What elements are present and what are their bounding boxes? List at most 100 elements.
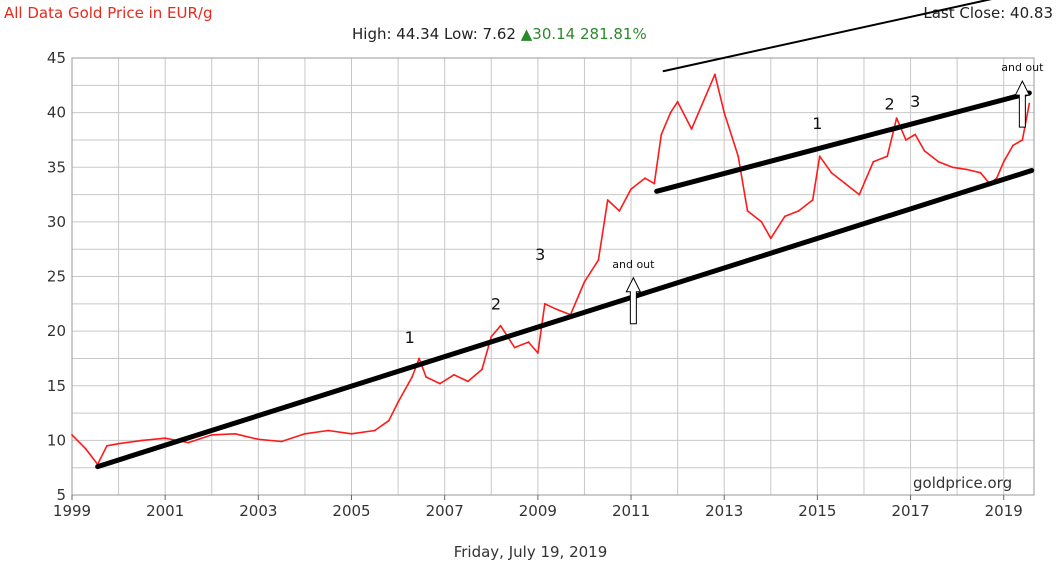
wave-label: 3 xyxy=(910,92,920,111)
change-text: ▲30.14 281.81% xyxy=(520,25,647,43)
price-point xyxy=(425,376,427,378)
price-point xyxy=(1021,139,1024,141)
price-point xyxy=(858,193,861,196)
price-point xyxy=(536,352,539,354)
wave-label: 2 xyxy=(491,294,501,313)
price-point xyxy=(965,168,968,171)
last-close-value: Last Close: 40.83 xyxy=(923,4,1053,22)
price-point xyxy=(644,177,646,180)
x-axis: 1999 2001 2003 2005 2007 2009 2011 2013 2015 2017… xyxy=(53,495,1023,520)
price-point xyxy=(187,441,190,444)
price-point xyxy=(555,308,558,311)
chart-date: Friday, July 19, 2019 xyxy=(453,543,608,561)
price-point xyxy=(1028,102,1031,105)
price-point xyxy=(606,199,609,201)
price-point xyxy=(234,432,236,435)
price-point xyxy=(280,440,283,443)
price-point xyxy=(737,155,740,158)
price-point xyxy=(995,177,998,180)
grid xyxy=(71,57,1035,496)
price-point xyxy=(490,335,493,338)
watermark: goldprice.org xyxy=(913,474,1013,492)
y-tick-label: 5 xyxy=(56,486,66,504)
y-tick-label: 30 xyxy=(47,213,66,231)
annotation-label: and out xyxy=(1001,61,1044,74)
up-arrow-icon xyxy=(625,276,642,325)
price-point xyxy=(418,357,420,360)
price-point xyxy=(164,437,167,440)
chart-title: All Data Gold Price in EUR/g xyxy=(4,4,213,22)
x-tick-label: 2005 xyxy=(332,502,370,520)
x-tick-label: 2011 xyxy=(612,502,650,520)
x-tick-label: 2001 xyxy=(146,502,184,520)
price-point xyxy=(904,139,907,141)
price-point xyxy=(713,73,716,76)
high-low-text: High: 44.34 Low: 7.62 xyxy=(352,25,516,43)
price-point xyxy=(71,434,73,436)
y-tick-label: 40 xyxy=(47,104,66,122)
trendline xyxy=(95,168,1035,470)
price-point xyxy=(653,182,656,185)
price-point xyxy=(723,111,726,114)
price-point xyxy=(660,133,663,136)
annotation-label: and out xyxy=(612,258,655,271)
price-point xyxy=(914,133,917,136)
wave-label: 1 xyxy=(405,328,415,347)
price-point xyxy=(499,324,502,327)
x-tick-label: 2013 xyxy=(705,502,743,520)
wave-label: 2 xyxy=(884,94,894,113)
price-point xyxy=(373,429,376,432)
price-point xyxy=(783,215,786,218)
y-tick-label: 20 xyxy=(47,322,66,340)
y-tick-label: 35 xyxy=(47,158,66,176)
price-point xyxy=(760,220,763,223)
x-tick-label: 2017 xyxy=(891,502,929,520)
price-point xyxy=(543,302,546,305)
price-point xyxy=(387,419,390,422)
x-tick-label: 2007 xyxy=(426,502,464,520)
high-low-summary: High: 44.34 Low: 7.62 ▲30.14 281.81% xyxy=(352,25,647,43)
price-point xyxy=(630,188,632,191)
x-tick-label: 2015 xyxy=(798,502,836,520)
price-point xyxy=(872,160,875,163)
price-line xyxy=(71,73,1031,466)
price-point xyxy=(811,199,814,201)
y-tick-label: 10 xyxy=(47,431,66,449)
price-point xyxy=(818,155,821,158)
price-point xyxy=(746,210,749,212)
trendline xyxy=(654,90,1032,194)
price-point xyxy=(397,401,400,404)
plot-frame xyxy=(71,57,1035,496)
price-point xyxy=(597,259,600,262)
x-tick-label: 2019 xyxy=(985,502,1023,520)
price-point xyxy=(453,373,455,376)
trendline xyxy=(662,0,992,73)
y-tick-label: 15 xyxy=(47,377,66,395)
price-point xyxy=(439,382,441,385)
trendlines xyxy=(95,0,1035,470)
price-point xyxy=(797,210,800,212)
price-point xyxy=(979,171,982,174)
price-point xyxy=(327,429,330,432)
y-tick-label: 25 xyxy=(47,268,66,286)
price-point xyxy=(690,128,693,130)
price-point xyxy=(350,432,353,435)
price-point xyxy=(583,281,586,283)
price-point xyxy=(411,376,413,378)
wave-label: 1 xyxy=(812,114,822,133)
price-point xyxy=(106,444,108,447)
price-point xyxy=(210,434,213,436)
price-point xyxy=(85,448,87,451)
y-axis: 5 10 15 20 25 30 35 40 45 xyxy=(47,49,66,504)
price-point xyxy=(140,439,143,442)
price-point xyxy=(886,155,889,158)
x-tick-label: 2009 xyxy=(519,502,557,520)
price-point xyxy=(830,171,833,174)
series-layer xyxy=(71,73,1031,466)
price-point xyxy=(618,210,621,212)
x-tick-label: 2003 xyxy=(239,502,277,520)
price-point xyxy=(923,149,926,152)
price-point xyxy=(895,117,898,119)
